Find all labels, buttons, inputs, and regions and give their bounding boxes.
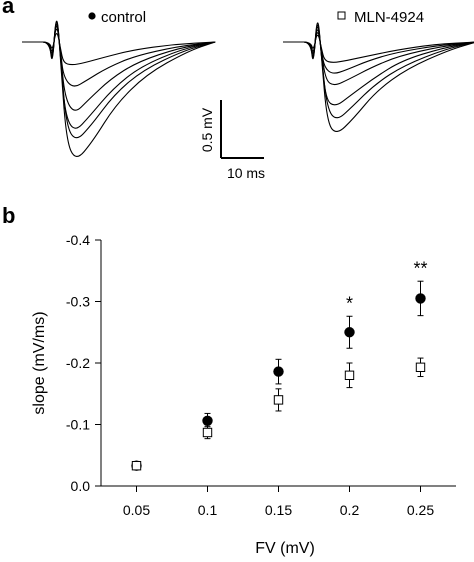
mln-point (273, 395, 284, 405)
mln-point (344, 370, 355, 381)
scale-bar-vertical-label: 0.5 mV (199, 107, 215, 152)
control-point (202, 415, 213, 427)
control-point (344, 327, 355, 338)
x-tick-label: 0.15 (265, 502, 292, 518)
mln-point (202, 427, 213, 438)
mln-point (415, 362, 426, 373)
mln-legend-marker (337, 11, 346, 20)
x-tick-label: 0.2 (340, 502, 360, 518)
scale-bar-horizontal-label: 10 ms (227, 165, 265, 181)
control-trace-6 (22, 20, 216, 157)
control-trace-5 (22, 22, 216, 139)
control-legend-marker (88, 12, 96, 20)
significance-label: ** (413, 258, 427, 278)
x-axis-label: FV (mV) (255, 540, 315, 557)
significance-label: * (346, 294, 353, 314)
scale-bar: 0.5 mV 10 ms (199, 100, 265, 181)
mln-trace-4 (283, 26, 474, 106)
control-trace-3 (22, 25, 216, 111)
panel-a: a control MLN-4924 0.5 mV 10 ms (2, 0, 474, 181)
mln-legend-label: MLN-4924 (354, 9, 424, 26)
panel-b: b 0.0 -0.1 -0.2 -0.3 -0.4 0.05 0.1 0.15 0.2 0.25… (2, 203, 456, 557)
control-traces (22, 20, 216, 157)
mln-trace-6 (283, 22, 474, 132)
x-tick-label: 0.05 (123, 502, 150, 518)
y-tick-label: 0.0 (71, 478, 91, 494)
control-point (415, 293, 426, 304)
significance-annotations: *** (346, 258, 428, 313)
y-tick-label: -0.1 (66, 417, 90, 433)
y-tick-label: -0.3 (66, 294, 90, 310)
x-tick-label: 0.25 (407, 502, 434, 518)
control-legend-label: control (101, 9, 146, 26)
mln-point (131, 461, 142, 471)
y-tick-label: -0.4 (66, 232, 90, 248)
x-tick-label: 0.1 (198, 502, 218, 518)
data-points (131, 293, 426, 471)
mln-traces (283, 22, 474, 132)
panel-a-label: a (2, 0, 15, 18)
x-axis-ticks: 0.05 0.1 0.15 0.2 0.25 (123, 486, 434, 518)
mln-trace-5 (283, 24, 474, 119)
control-point (273, 366, 284, 377)
y-axis-ticks: 0.0 -0.1 -0.2 -0.3 -0.4 (66, 232, 101, 494)
y-axis-label: slope (mV/ms) (31, 311, 48, 414)
y-tick-label: -0.2 (66, 355, 90, 371)
control-trace-4 (22, 24, 216, 129)
panel-b-label: b (2, 203, 15, 228)
